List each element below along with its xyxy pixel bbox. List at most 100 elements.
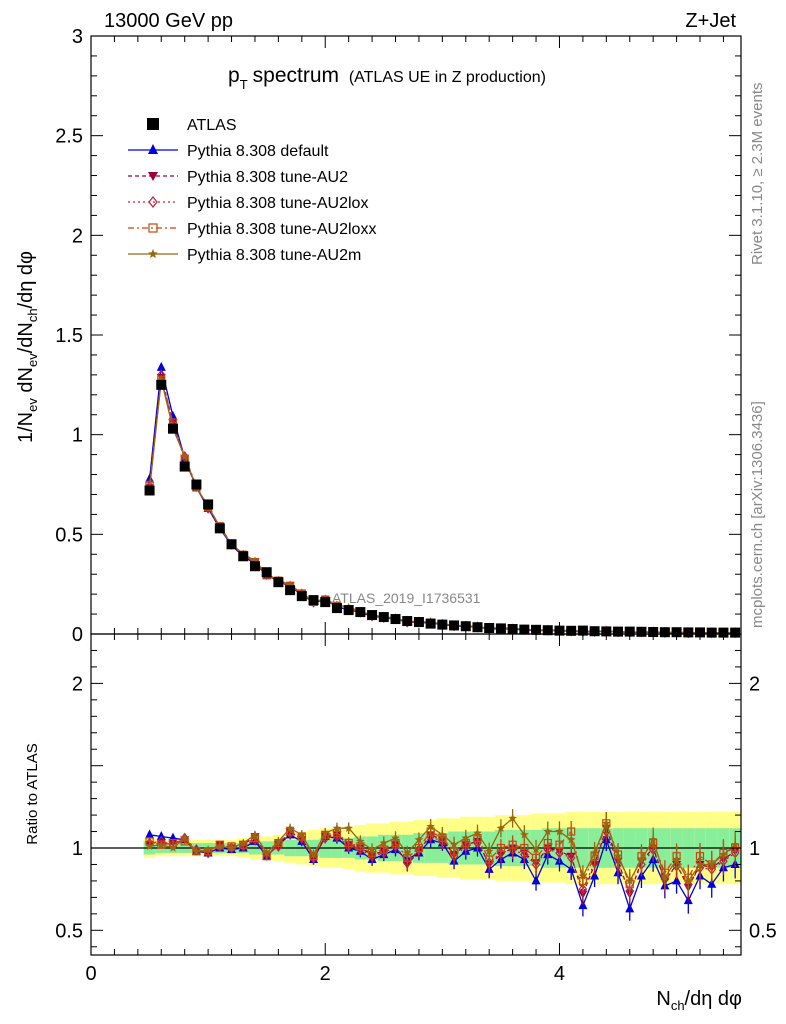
xtick-label: 4 [554, 963, 565, 985]
mc-point-ratio [555, 847, 564, 859]
data-point [343, 605, 354, 616]
mc-point-ratio [297, 830, 307, 839]
data-point [367, 610, 378, 621]
legend-marker [148, 249, 158, 258]
data-point [683, 627, 694, 638]
mc-point-ratio [449, 840, 459, 849]
ratio-ytick-label-left: 0.5 [55, 920, 83, 942]
xtick-label: 2 [320, 963, 331, 985]
mc-point-main [180, 452, 189, 461]
ratio-ytick-label-right: 2 [749, 673, 760, 695]
data-point [495, 623, 506, 634]
mc-point-ratio [438, 830, 447, 839]
mc-point-ratio [344, 823, 353, 832]
data-point [167, 423, 178, 434]
ratio-ytick-label-left: 2 [72, 673, 83, 695]
legend-label: Pythia 8.308 tune-AU2lox [187, 195, 368, 212]
mc-point-ratio [379, 847, 389, 859]
mc-point-main [156, 361, 166, 371]
legend: ATLAS Pythia 8.308 default Pythia 8.308 tu… [128, 117, 376, 264]
data-point [285, 585, 296, 596]
legend-label: Pythia 8.308 tune-AU2m [187, 247, 361, 264]
mc-point-ratio [215, 841, 225, 850]
mc-point-ratio [719, 850, 728, 859]
mc-point-ratio [496, 823, 506, 832]
title-main-rest: spectrum [253, 64, 339, 87]
plot-title: pT spectrum (ATLAS UE in Z production) [228, 64, 546, 92]
legend-marker [148, 196, 158, 208]
data-point [659, 627, 670, 638]
data-point [460, 621, 471, 632]
mc-point-ratio [672, 875, 682, 885]
legend-label: Pythia 8.308 tune-AU2 [187, 169, 348, 186]
header-left: 13000 GeV pp [104, 10, 233, 32]
mc-point-ratio [367, 850, 377, 862]
mc-point-ratio [672, 855, 681, 864]
ratio-ytick-label-right: 1 [749, 838, 760, 860]
mc-point-ratio [297, 832, 307, 844]
title-main-sub: T [240, 77, 248, 92]
ratio-ylabel: Ratio to ATLAS [24, 743, 41, 844]
data-point [636, 626, 647, 637]
mc-point-ratio [625, 876, 634, 885]
data-point [179, 461, 190, 472]
data-point [519, 624, 530, 635]
legend-marker [148, 223, 158, 233]
mc-point-ratio [309, 850, 318, 859]
mc-point-ratio [660, 873, 670, 882]
mc-point-ratio [531, 858, 541, 870]
mc-point-ratio [684, 876, 693, 885]
mc-point-ratio [227, 843, 236, 852]
data-point [320, 597, 331, 608]
mc-point-ratio [602, 818, 611, 827]
mc-point-ratio [321, 828, 330, 837]
data-point [191, 479, 202, 490]
data-point [390, 614, 401, 625]
main-ytick-label: 0 [72, 624, 83, 646]
mc-point-ratio [239, 838, 248, 847]
mc-point-ratio [566, 852, 576, 864]
mc-point-ratio [707, 878, 717, 888]
mc-point-ratio [379, 838, 389, 847]
mc-point-ratio [262, 848, 271, 857]
mc-point-ratio [203, 845, 213, 854]
mc-point-ratio [332, 823, 342, 832]
main-ytick-label: 2.5 [55, 126, 83, 148]
data-point [214, 523, 225, 534]
mc-point-ratio [145, 841, 154, 850]
mc-point-ratio [578, 883, 588, 895]
data-point [542, 625, 553, 636]
mc-point-ratio [520, 843, 529, 853]
data-point [261, 567, 272, 578]
main-ytick-label: 1 [72, 425, 83, 447]
mc-point-ratio [367, 845, 377, 854]
mc-point-ratio [730, 840, 740, 849]
ratio-panel: 0.5 0.5 1 1 2 2 0 2 4 [55, 36, 777, 985]
mc-point-ratio [648, 835, 658, 844]
mc-point-ratio [625, 903, 635, 913]
data-point [296, 591, 307, 602]
title-main: p [228, 64, 240, 87]
header-right: Z+Jet [685, 10, 736, 32]
data-point [589, 626, 600, 637]
data-point [156, 379, 167, 390]
mc-point-ratio [543, 844, 553, 856]
mc-point-ratio [402, 848, 412, 857]
mc-point-ratio [520, 830, 529, 839]
main-ytick-label: 1.5 [55, 325, 83, 347]
data-point [706, 627, 717, 638]
mc-point-ratio [695, 860, 705, 869]
x-axis-label: Nch/dη dφ [656, 988, 742, 1013]
mc-point-ratio [531, 875, 541, 885]
data-point [203, 499, 214, 510]
mc-point-ratio [168, 843, 178, 852]
mc-point-ratio [543, 827, 552, 836]
data-point [449, 620, 460, 631]
data-point [613, 626, 624, 637]
mc-point-ratio [180, 833, 189, 842]
legend-label: Pythia 8.308 default [187, 143, 329, 160]
data-point [425, 618, 436, 629]
data-point [730, 627, 741, 638]
mc-point-main [285, 580, 295, 589]
mc-point-ratio [578, 871, 588, 880]
